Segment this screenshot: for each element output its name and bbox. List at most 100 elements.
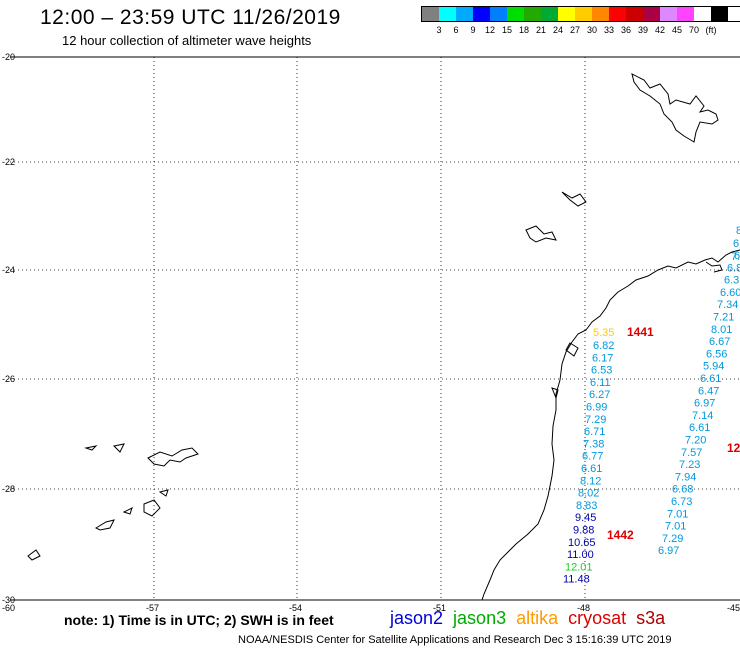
- latitude-label: -26: [2, 374, 15, 384]
- map-title: 12:00 – 23:59 UTC 11/26/2019: [40, 6, 341, 29]
- satellite-s3a: s3a: [636, 608, 666, 628]
- longitude-label: -45: [727, 603, 740, 613]
- legend-label: 27: [569, 25, 581, 35]
- wave-value: 9.45: [575, 512, 596, 524]
- legend-swatch: [439, 7, 456, 21]
- legend-label: 36: [620, 25, 632, 35]
- wave-value: 6.47: [698, 385, 719, 397]
- wave-value-partial: 7.: [731, 251, 740, 263]
- wave-value: 6.61: [689, 422, 710, 434]
- wave-value: 6.56: [706, 348, 727, 360]
- wave-value: 7.20: [685, 435, 706, 447]
- wave-value: 6.97: [694, 398, 715, 410]
- island-west-5: [84, 445, 98, 451]
- pass-number-1442: 1442: [607, 528, 634, 542]
- legend-swatch: [558, 7, 575, 21]
- legend-swatch: [541, 7, 558, 21]
- legend-label: 39: [637, 25, 649, 35]
- wave-value: 7.29: [585, 414, 606, 426]
- legend-swatch: [626, 7, 643, 21]
- wave-value: 8.02: [578, 488, 599, 500]
- wave-value: 8.01: [711, 324, 732, 336]
- map-grid: [10, 57, 740, 600]
- coastal-island: [565, 342, 579, 357]
- wave-value: 7.01: [667, 508, 688, 520]
- wave-value: 6.8: [727, 262, 740, 274]
- wave-value: 6.67: [709, 336, 730, 348]
- pass-number-1441: 1441: [627, 325, 654, 339]
- wave-value: 7.01: [665, 521, 686, 533]
- legend-label: 70: [688, 25, 700, 35]
- satellite-cryosat: cryosat: [568, 608, 627, 628]
- longitude-label: -54: [289, 603, 302, 613]
- legend-swatch: [592, 7, 609, 21]
- wave-value: 6.11: [590, 377, 611, 389]
- latitude-label: -24: [2, 265, 15, 275]
- longitude-label: -48: [577, 603, 590, 613]
- legend-swatch: [660, 7, 677, 21]
- wave-value: 7.57: [681, 447, 702, 459]
- island-west-6: [112, 443, 125, 453]
- track-a-values: 6.826.176.536.116.276.997.296.717.386.77…: [563, 340, 614, 586]
- legend-swatch: [609, 7, 626, 21]
- legend-label: 15: [501, 25, 513, 35]
- wave-value: 7.29: [662, 533, 683, 545]
- legend-label: 42: [654, 25, 666, 35]
- longitude-label: -57: [146, 603, 159, 613]
- wave-value: 12.01: [565, 561, 593, 573]
- wave-value: 9.88: [573, 525, 594, 537]
- wave-value: 6.: [734, 250, 740, 262]
- coastline: [27, 73, 740, 601]
- wave-value: 7.38: [583, 438, 604, 450]
- wave-value: 6.53: [591, 365, 612, 377]
- pass-number-partial: 12: [727, 441, 740, 455]
- wave-value-partial: 8: [736, 225, 740, 237]
- satellite-legend: jason2 jason3 altika cryosat s3a: [390, 608, 675, 629]
- island-west-2: [143, 499, 161, 517]
- legend-label: 6: [453, 25, 459, 35]
- legend-swatch: [422, 7, 439, 21]
- wave-value: 11.00: [567, 549, 594, 561]
- wave-value: 10.65: [568, 537, 596, 549]
- legend-label: 9: [470, 25, 476, 35]
- wave-value: 6.68: [672, 484, 693, 496]
- satellite-jason3: jason3: [453, 608, 507, 628]
- legend-label: 45: [671, 25, 683, 35]
- legend-label: 30: [586, 25, 598, 35]
- island-west-1: [147, 447, 199, 467]
- legend-label: 18: [518, 25, 530, 35]
- wave-value: 5.94: [703, 361, 724, 373]
- legend-label: 21: [535, 25, 547, 35]
- legend-label: 24: [552, 25, 564, 35]
- wave-value: 6.17: [592, 352, 613, 364]
- wave-value: 6.27: [589, 389, 610, 401]
- legend-swatch: [711, 7, 728, 21]
- island-cluster-ne: [631, 73, 719, 143]
- island-west-4: [27, 549, 41, 561]
- latitude-label: -28: [2, 484, 15, 494]
- longitude-label: -51: [433, 603, 446, 613]
- mainland-coast: [481, 249, 740, 601]
- legend-swatch: [490, 7, 507, 21]
- island-west-3: [94, 519, 115, 531]
- map-subtitle: 12 hour collection of altimeter wave hei…: [62, 33, 312, 48]
- latitude-label: -20: [2, 52, 15, 62]
- wave-value: 7.21: [713, 312, 734, 324]
- track-b-values: 6.6.86.36.607.347.218.016.676.565.946.61…: [658, 225, 740, 557]
- legend-swatch: [473, 7, 490, 21]
- wave-value: 11.48: [563, 574, 590, 586]
- latitude-label: -22: [2, 157, 15, 167]
- legend-label: 12: [484, 25, 496, 35]
- legend-labels: 3 6 9 12 15 18 21 24 27 30 33 36 39 42 45 70 (ft): [421, 22, 740, 36]
- lagoon-coast: [705, 261, 723, 273]
- credit-line: NOAA/NESDIS Center for Satellite Applica…: [238, 634, 672, 646]
- legend-label: 3: [436, 25, 442, 35]
- wave-value: 8.12: [580, 475, 601, 487]
- island-east-2: [525, 225, 557, 243]
- wave-value: 6.73: [671, 496, 692, 508]
- wave-value: 7.34: [717, 299, 738, 311]
- island-west-7: [122, 507, 133, 515]
- color-legend: 3 6 9 12 15 18 21 24 27 30 33 36 39 42 45 70 (ft): [421, 6, 740, 36]
- footnote: note: 1) Time is in UTC; 2) SWH is in fe…: [64, 612, 334, 628]
